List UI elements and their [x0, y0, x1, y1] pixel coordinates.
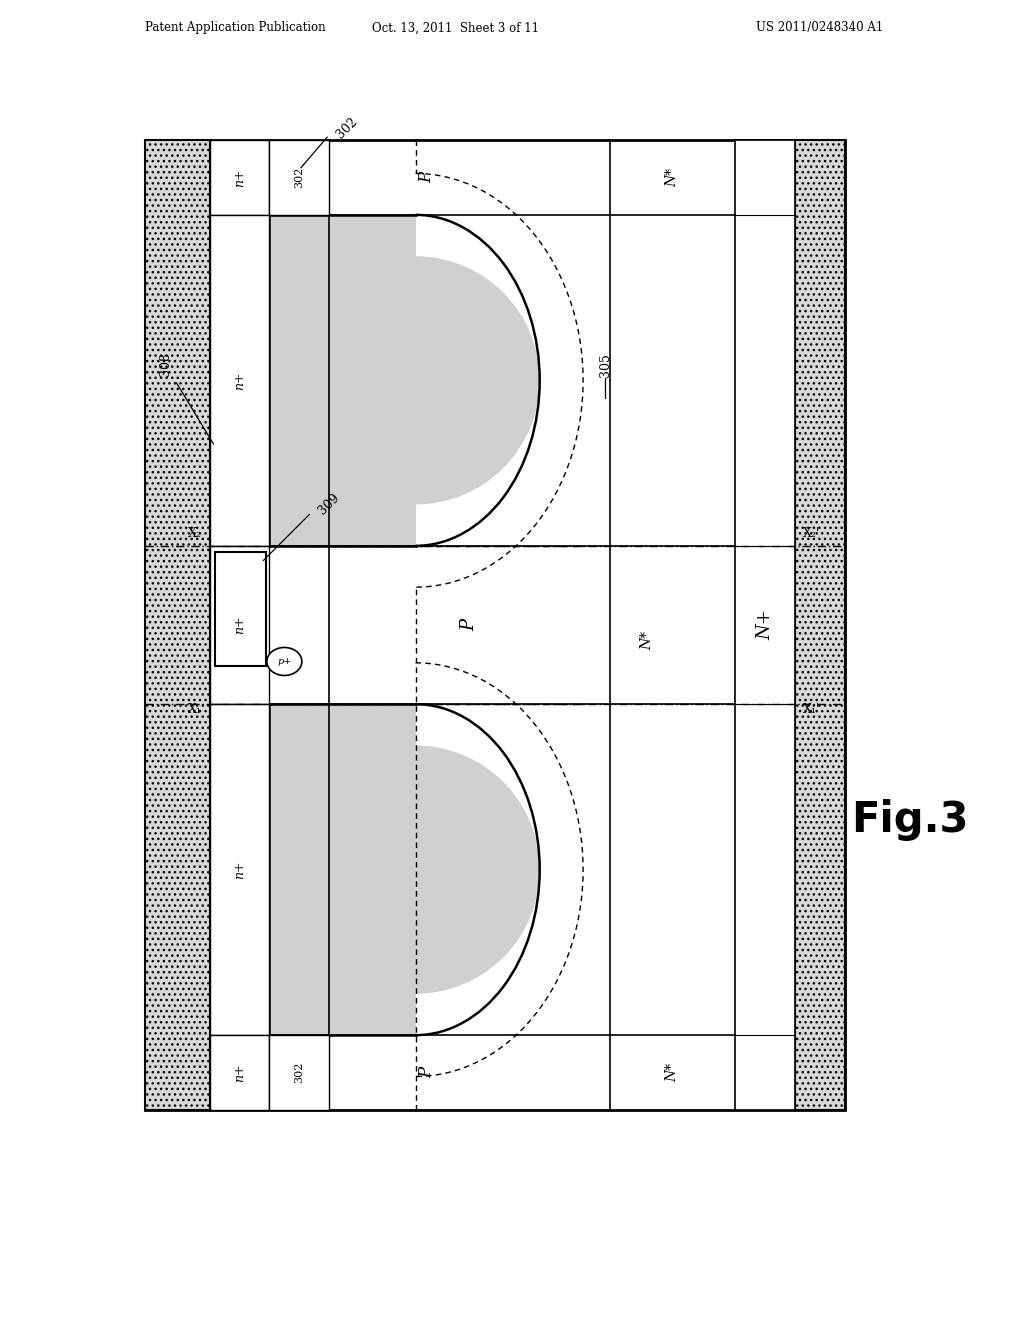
Text: n+: n+	[233, 371, 246, 389]
Text: N*: N*	[666, 168, 680, 187]
Text: X₂: X₂	[188, 528, 202, 540]
Bar	[145, 140, 845, 1110]
Text: 302: 302	[294, 166, 304, 189]
Bar	[210, 1035, 269, 1110]
Text: 302: 302	[334, 115, 360, 141]
Wedge shape	[416, 256, 540, 504]
Text: 302: 302	[294, 1061, 304, 1084]
Bar	[269, 704, 416, 1035]
Text: Oct. 13, 2011  Sheet 3 of 11: Oct. 13, 2011 Sheet 3 of 11	[372, 21, 539, 34]
Bar	[795, 140, 845, 1110]
Bar	[210, 140, 269, 215]
Text: P: P	[419, 172, 435, 183]
Text: n+: n+	[233, 861, 246, 879]
Bar	[210, 704, 269, 1035]
Bar	[269, 140, 329, 215]
Text: P: P	[461, 619, 478, 631]
Bar	[145, 140, 210, 1110]
Text: X₁': X₁'	[803, 702, 820, 715]
Bar	[269, 215, 416, 546]
Text: 308: 308	[159, 352, 172, 376]
Text: p+: p+	[278, 657, 292, 667]
Text: n+: n+	[233, 1064, 246, 1082]
Text: P: P	[419, 1067, 435, 1078]
Ellipse shape	[267, 648, 302, 676]
Text: X₁: X₁	[188, 702, 202, 715]
Text: 309: 309	[316, 491, 342, 517]
Text: n+: n+	[233, 168, 246, 186]
Bar	[210, 215, 269, 546]
Text: N+: N+	[756, 610, 774, 640]
Bar	[269, 1035, 329, 1110]
Text: n+: n+	[233, 615, 246, 634]
Text: N*: N*	[666, 1063, 680, 1082]
Text: Fig.3: Fig.3	[851, 799, 969, 841]
Text: X₂': X₂'	[803, 528, 820, 540]
Wedge shape	[416, 746, 540, 994]
Text: US 2011/0248340 A1: US 2011/0248340 A1	[757, 21, 884, 34]
Text: Patent Application Publication: Patent Application Publication	[145, 21, 326, 34]
Text: 305: 305	[598, 354, 611, 378]
Text: N*: N*	[640, 631, 654, 649]
Bar	[215, 553, 266, 667]
Bar	[210, 546, 269, 704]
Bar	[735, 140, 795, 1110]
